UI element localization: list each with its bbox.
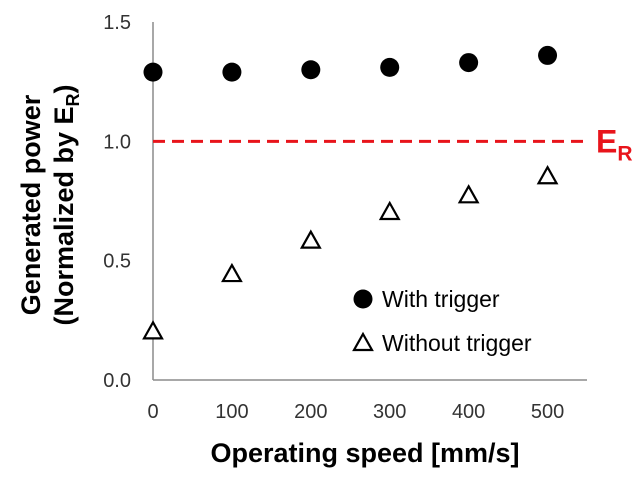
reference-label-sub: R: [617, 142, 632, 165]
data-point-with-trigger: [380, 57, 400, 77]
y-tick-labels: 0.0 0.5 1.0 1.5: [103, 12, 131, 392]
legend-label-with-trigger: With trigger: [382, 286, 500, 312]
data-point-without-trigger: [221, 262, 243, 283]
y-axis-title-line2: (Normalized by ER): [49, 84, 83, 325]
legend-item-with-trigger: With trigger: [353, 286, 500, 312]
data-point-without-trigger: [299, 229, 322, 249]
x-tick-label: 0: [147, 401, 158, 423]
x-tick-label: 500: [531, 401, 564, 423]
y-tick-label: 0.0: [103, 370, 131, 392]
data-point-without-trigger: [142, 320, 164, 340]
reference-label-main: E: [596, 123, 617, 159]
data-point-without-trigger: [378, 200, 401, 221]
y-axis-title-line2-suffix: ): [49, 84, 79, 93]
x-tick-labels: 0 100 200 300 400 500: [147, 401, 564, 423]
y-axis-title-line2-prefix: (Normalized by E: [49, 106, 79, 325]
legend: With trigger Without trigger: [352, 286, 532, 356]
x-tick-label: 100: [215, 401, 248, 423]
data-point-without-trigger: [457, 184, 480, 204]
x-tick-label: 400: [452, 401, 485, 423]
legend-item-without-trigger: Without trigger: [352, 330, 532, 356]
y-axis-title: Generated power (Normalized by ER): [16, 84, 83, 325]
y-axis-title-line2-sub: R: [63, 93, 83, 106]
reference-line-label: ER: [596, 123, 633, 165]
data-points: [142, 45, 559, 340]
data-point-without-trigger: [536, 164, 559, 185]
data-point-with-trigger: [538, 45, 558, 65]
x-tick-label: 200: [294, 401, 327, 423]
legend-label-without-trigger: Without trigger: [382, 330, 532, 356]
y-tick-label: 1.0: [103, 131, 131, 153]
y-axis-title-line1: Generated power: [16, 94, 46, 315]
data-point-with-trigger: [222, 62, 242, 82]
y-tick-label: 1.5: [103, 12, 131, 34]
reference-line-group: ER: [153, 123, 633, 165]
legend-marker-filled-circle: [353, 289, 373, 309]
axes: [152, 22, 587, 381]
y-tick-label: 0.5: [103, 251, 131, 273]
data-point-with-trigger: [459, 53, 479, 73]
data-point-with-trigger: [143, 62, 163, 82]
legend-marker-open-triangle: [352, 331, 374, 352]
x-tick-label: 300: [373, 401, 406, 423]
data-point-with-trigger: [301, 60, 321, 80]
x-axis-title: Operating speed [mm/s]: [210, 438, 519, 468]
